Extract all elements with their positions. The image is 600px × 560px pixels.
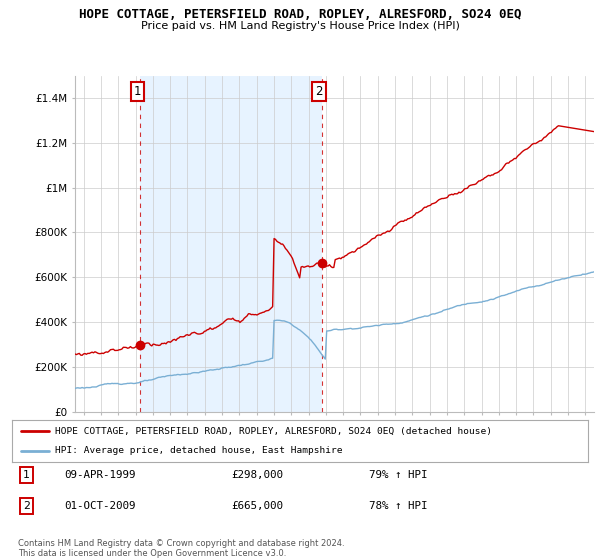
Text: 78% ↑ HPI: 78% ↑ HPI <box>369 501 428 511</box>
Bar <box>140 76 322 412</box>
Text: Contains HM Land Registry data © Crown copyright and database right 2024.
This d: Contains HM Land Registry data © Crown c… <box>18 539 344 558</box>
Text: £298,000: £298,000 <box>231 470 283 480</box>
Text: 2: 2 <box>315 85 323 97</box>
Text: 09-APR-1999: 09-APR-1999 <box>64 470 136 480</box>
Text: HOPE COTTAGE, PETERSFIELD ROAD, ROPLEY, ALRESFORD, SO24 0EQ: HOPE COTTAGE, PETERSFIELD ROAD, ROPLEY, … <box>79 8 521 21</box>
Text: HOPE COTTAGE, PETERSFIELD ROAD, ROPLEY, ALRESFORD, SO24 0EQ (detached house): HOPE COTTAGE, PETERSFIELD ROAD, ROPLEY, … <box>55 427 492 436</box>
Text: 1: 1 <box>134 85 142 97</box>
Text: 2: 2 <box>23 501 30 511</box>
Text: £665,000: £665,000 <box>231 501 283 511</box>
Text: 1: 1 <box>23 470 30 480</box>
Text: Price paid vs. HM Land Registry's House Price Index (HPI): Price paid vs. HM Land Registry's House … <box>140 21 460 31</box>
Text: 79% ↑ HPI: 79% ↑ HPI <box>369 470 428 480</box>
Text: 01-OCT-2009: 01-OCT-2009 <box>64 501 136 511</box>
Text: HPI: Average price, detached house, East Hampshire: HPI: Average price, detached house, East… <box>55 446 343 455</box>
